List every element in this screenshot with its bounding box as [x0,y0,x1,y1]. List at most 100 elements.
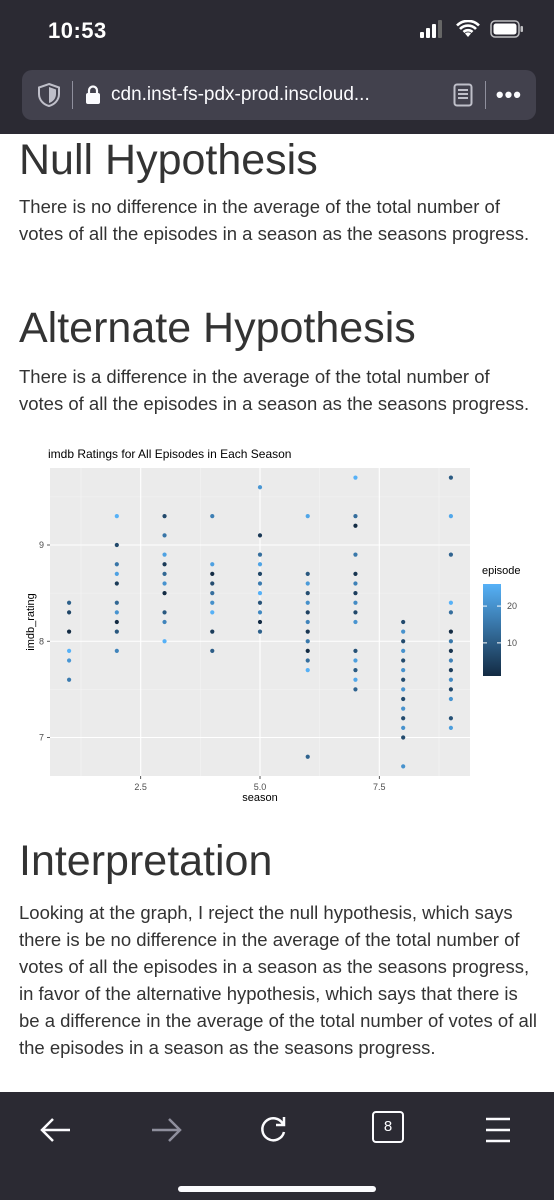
data-point [114,514,119,519]
tabs-counter-button[interactable]: 8 [372,1111,404,1143]
shield-icon[interactable] [36,82,62,108]
data-point [401,677,406,682]
legend-tick-label: 10 [507,638,517,648]
data-point [353,514,358,519]
data-point [210,514,215,519]
chart-legend: episode 10 20 [482,565,521,676]
battery-icon [490,20,523,38]
url-text[interactable]: cdn.inst-fs-pdx-prod.inscloud... [111,84,370,105]
interpretation-heading: Interpretation [19,837,273,885]
data-point [210,581,215,586]
data-point [448,552,454,557]
data-point [257,581,263,586]
data-point [210,600,215,605]
data-point [210,648,215,653]
data-point [353,658,358,663]
data-point [401,735,406,740]
lock-icon[interactable] [85,85,101,105]
data-point [162,591,167,596]
data-point [401,687,406,692]
data-point [353,619,358,625]
wifi-icon [456,20,480,37]
back-arrow-icon[interactable] [36,1110,76,1150]
data-point [66,610,72,615]
bottom-toolbar: 8 [0,1092,554,1200]
reader-view-icon[interactable] [453,83,473,107]
data-point [162,581,167,586]
data-point [305,619,310,625]
data-point [257,571,263,576]
data-point [448,725,454,730]
more-menu-icon[interactable]: ••• [495,82,522,107]
forward-arrow-icon[interactable] [146,1110,186,1150]
data-point [305,591,310,596]
data-point [353,600,358,605]
data-point [448,610,454,615]
data-point [448,716,454,721]
data-point [66,677,72,682]
data-point [401,725,406,730]
data-point [210,629,215,634]
scatter-chart: imdb Ratings for All Episodes in Each Se… [25,447,521,804]
data-point [162,562,167,567]
data-point [305,600,310,605]
data-point [448,629,454,634]
data-point [353,581,358,586]
data-point [114,629,119,634]
legend-colorbar [483,584,501,676]
data-point [353,523,358,528]
data-point [66,600,72,605]
y-tick-label: 9 [39,540,44,550]
data-point [401,696,406,702]
x-tick-label: 5.0 [254,782,267,792]
browser-header: cdn.inst-fs-pdx-prod.inscloud... ••• [0,62,554,134]
data-point [162,610,167,615]
data-point [305,514,310,519]
data-point [401,619,406,625]
signal-icon [420,20,442,38]
home-indicator [178,1186,376,1192]
x-tick-label: 2.5 [134,782,147,792]
data-point [162,514,167,519]
data-point [353,571,358,576]
address-divider-2 [484,81,486,109]
data-point [448,648,454,653]
data-point [257,629,263,634]
data-point [401,658,406,663]
data-point [305,571,310,576]
data-point [353,552,358,557]
data-point [257,591,263,596]
data-point [257,600,263,605]
data-point [66,629,72,634]
data-point [305,658,310,663]
x-tick-label: 7.5 [373,782,386,792]
data-point [210,562,215,567]
data-point [353,475,358,480]
menu-icon[interactable] [478,1110,518,1150]
data-point [114,619,119,625]
data-point [305,610,310,615]
data-point [66,658,72,663]
data-point [210,591,215,596]
chart-points [66,475,454,769]
data-point [353,687,358,692]
data-point [305,629,310,634]
status-icons [420,20,524,38]
data-point [257,610,263,615]
data-point [257,619,263,625]
data-point [305,639,310,644]
data-point [114,600,119,605]
address-bar[interactable]: cdn.inst-fs-pdx-prod.inscloud... ••• [22,70,536,120]
data-point [114,581,119,586]
reload-icon[interactable] [253,1110,293,1150]
data-point [448,658,454,663]
data-point [401,716,406,721]
data-point [162,619,167,625]
y-tick-label: 8 [39,636,44,646]
x-axis-label: season [242,792,277,804]
chart-title: imdb Ratings for All Episodes in Each Se… [48,447,291,461]
status-bar: 10:53 [0,0,554,62]
data-point [114,562,119,567]
data-point [114,648,119,653]
data-point [353,668,358,673]
